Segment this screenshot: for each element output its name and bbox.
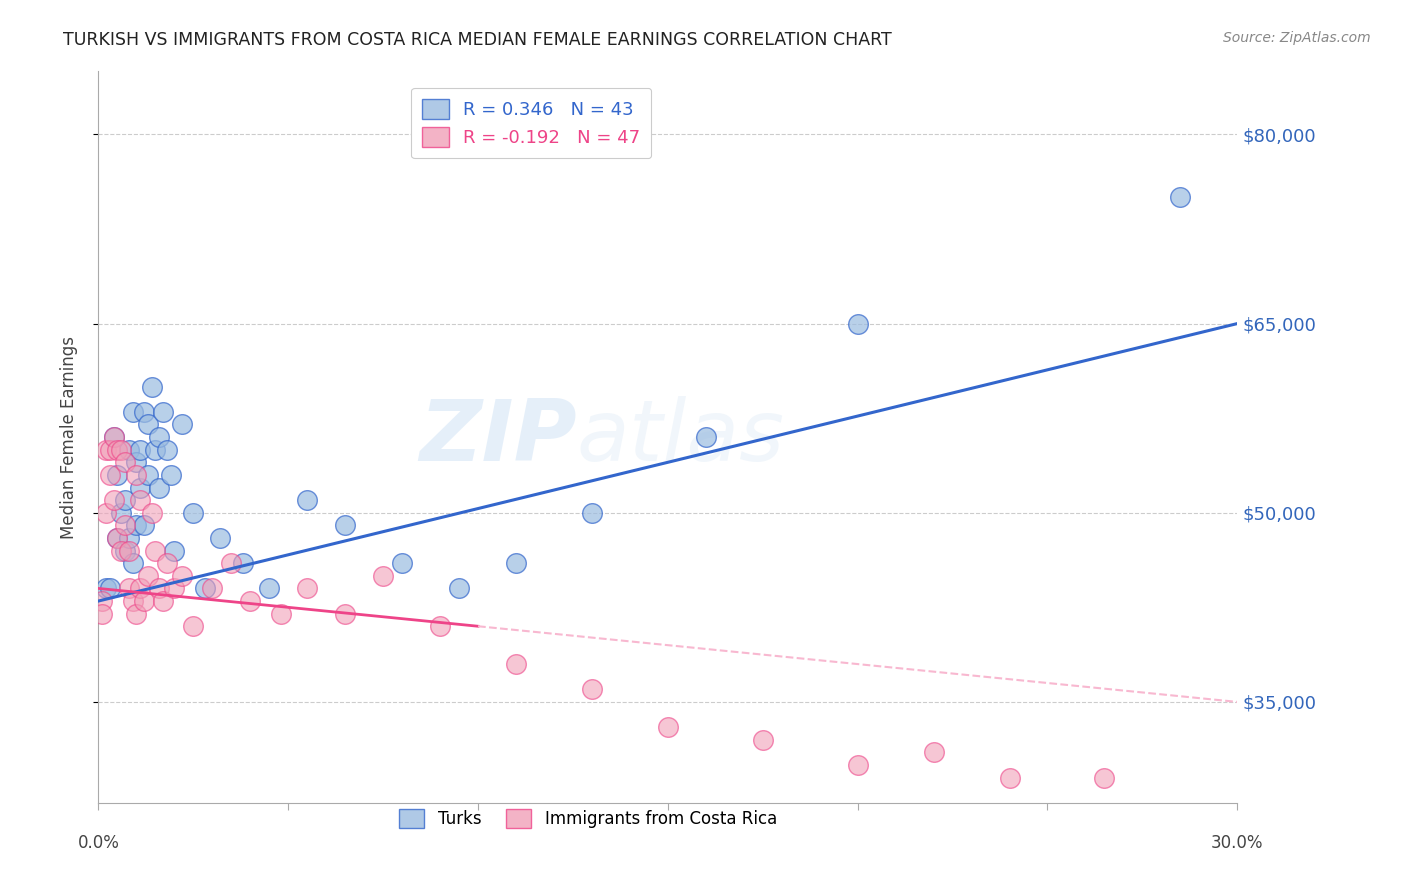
Point [221, 556, 243, 570]
Point [125, 607, 148, 621]
Point [156, 556, 179, 570]
Point [129, 481, 152, 495]
Point [163, 543, 186, 558]
Point [297, 582, 319, 596]
Point [114, 543, 136, 558]
Point [110, 442, 132, 457]
Point [91, 607, 114, 621]
Point [136, 417, 159, 432]
Point [98, 582, 121, 596]
Text: 0.0%: 0.0% [77, 834, 120, 853]
Point [125, 518, 148, 533]
Point [132, 405, 155, 419]
Point [110, 543, 132, 558]
Point [107, 467, 129, 482]
Point [581, 682, 603, 697]
Point [170, 417, 193, 432]
Point [371, 569, 394, 583]
Point [752, 732, 775, 747]
Point [141, 379, 163, 393]
Text: 30.0%: 30.0% [1211, 834, 1264, 853]
Legend: Turks, Immigrants from Costa Rica: Turks, Immigrants from Costa Rica [392, 802, 783, 835]
Point [125, 455, 148, 469]
Point [170, 569, 193, 583]
Point [148, 430, 170, 444]
Point [136, 569, 159, 583]
Point [429, 619, 451, 633]
Point [145, 543, 167, 558]
Text: ZIP: ZIP [419, 395, 576, 479]
Point [922, 745, 945, 759]
Point [156, 442, 179, 457]
Point [110, 506, 132, 520]
Point [103, 430, 125, 444]
Point [94, 582, 117, 596]
Point [183, 506, 205, 520]
Point [148, 582, 170, 596]
Point [335, 607, 357, 621]
Point [998, 771, 1021, 785]
Point [91, 594, 114, 608]
Point [118, 442, 141, 457]
Point [1170, 190, 1192, 204]
Point [94, 506, 117, 520]
Point [129, 582, 152, 596]
Point [581, 506, 603, 520]
Point [194, 582, 217, 596]
Point [103, 493, 125, 508]
Point [129, 442, 152, 457]
Point [98, 442, 121, 457]
Text: TURKISH VS IMMIGRANTS FROM COSTA RICA MEDIAN FEMALE EARNINGS CORRELATION CHART: TURKISH VS IMMIGRANTS FROM COSTA RICA ME… [63, 31, 891, 49]
Point [118, 582, 141, 596]
Point [505, 657, 527, 671]
Point [114, 493, 136, 508]
Text: Source: ZipAtlas.com: Source: ZipAtlas.com [1223, 31, 1371, 45]
Point [201, 582, 224, 596]
Point [335, 518, 357, 533]
Point [118, 543, 141, 558]
Point [107, 531, 129, 545]
Point [391, 556, 413, 570]
Point [208, 531, 231, 545]
Point [107, 531, 129, 545]
Point [846, 317, 869, 331]
Point [114, 455, 136, 469]
Point [270, 607, 292, 621]
Point [505, 556, 527, 570]
Point [114, 518, 136, 533]
Point [1094, 771, 1116, 785]
Y-axis label: Median Female Earnings: Median Female Earnings [59, 335, 77, 539]
Point [239, 594, 262, 608]
Point [121, 556, 143, 570]
Point [159, 467, 181, 482]
Point [148, 481, 170, 495]
Point [98, 467, 121, 482]
Text: atlas: atlas [576, 395, 785, 479]
Point [141, 506, 163, 520]
Point [121, 594, 143, 608]
Point [118, 531, 141, 545]
Point [297, 493, 319, 508]
Point [695, 430, 717, 444]
Point [152, 594, 174, 608]
Point [152, 405, 174, 419]
Point [136, 467, 159, 482]
Point [259, 582, 281, 596]
Point [125, 467, 148, 482]
Point [163, 582, 186, 596]
Point [132, 518, 155, 533]
Point [121, 405, 143, 419]
Point [103, 430, 125, 444]
Point [846, 758, 869, 772]
Point [145, 442, 167, 457]
Point [94, 442, 117, 457]
Point [183, 619, 205, 633]
Point [657, 720, 679, 734]
Point [132, 594, 155, 608]
Point [107, 442, 129, 457]
Point [232, 556, 254, 570]
Point [129, 493, 152, 508]
Point [449, 582, 471, 596]
